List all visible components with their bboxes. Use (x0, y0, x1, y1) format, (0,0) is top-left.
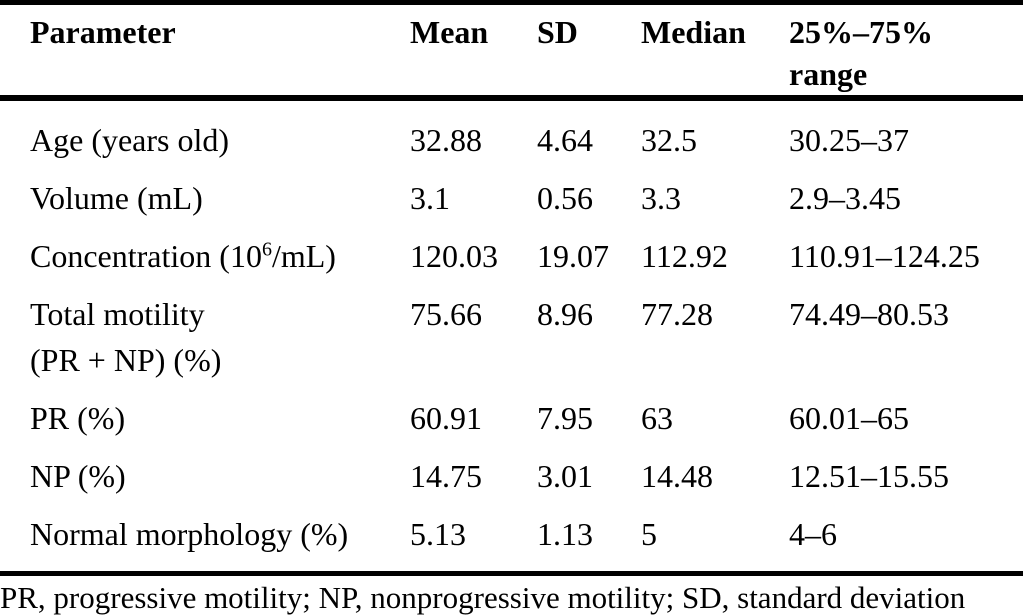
range-cell: 60.01–65 (789, 400, 909, 436)
mean-cell: 5.13 (410, 516, 466, 552)
superscript-exponent: 6 (261, 238, 272, 261)
mean-cell: 32.88 (410, 122, 482, 158)
table-header-row: Parameter Mean SD Median 25%–75% range (0, 5, 1023, 101)
parameter-cell: Volume (mL) (30, 180, 203, 216)
parameter-cell: Total motility (PR + NP) (%) (0, 285, 410, 383)
parameter-cell: Normal morphology (%) (30, 516, 349, 552)
table-row-concentration: Concentration (106/mL) 120.03 19.07 112.… (0, 227, 1023, 285)
table-footnote: PR, progressive motility; NP, nonprogres… (0, 571, 1023, 616)
sd-cell: 8.96 (537, 296, 593, 332)
mean-cell: 120.03 (410, 238, 498, 274)
header-range-line1: 25%–75% (789, 14, 933, 50)
parameter-cell: PR (%) (30, 400, 126, 436)
parameter-cell: Age (years old) (30, 122, 230, 158)
table-row-pr: PR (%) 60.91 7.95 63 60.01–65 (0, 389, 1023, 447)
parameter-cell: Concentration (106/mL) (0, 227, 410, 285)
sd-cell: 19.07 (537, 238, 609, 274)
median-cell: 63 (641, 400, 673, 436)
mean-cell: 75.66 (410, 296, 482, 332)
median-cell: 3.3 (641, 180, 681, 216)
sd-cell: 7.95 (537, 400, 593, 436)
mean-cell: 60.91 (410, 400, 482, 436)
table-row-normal-morphology: Normal morphology (%) 5.13 1.13 5 4–6 (0, 505, 1023, 563)
mean-cell: 3.1 (410, 180, 450, 216)
range-cell: 74.49–80.53 (789, 296, 949, 332)
median-cell: 112.92 (641, 238, 728, 274)
mean-cell: 14.75 (410, 458, 482, 494)
table-row-age: Age (years old) 32.88 4.64 32.5 30.25–37 (0, 111, 1023, 169)
range-cell: 12.51–15.55 (789, 458, 949, 494)
median-cell: 5 (641, 516, 657, 552)
range-cell: 4–6 (789, 516, 837, 552)
range-cell: 110.91–124.25 (789, 238, 980, 274)
table-row-total-motility: Total motility (PR + NP) (%) 75.66 8.96 … (0, 285, 1023, 389)
median-cell: 32.5 (641, 122, 697, 158)
header-median: Median (641, 14, 746, 50)
range-cell: 2.9–3.45 (789, 180, 901, 216)
header-mean: Mean (410, 14, 489, 50)
header-range: 25%–75% range (789, 11, 1023, 95)
parameter-text: /mL) (271, 238, 336, 274)
parameter-cell: NP (%) (30, 458, 126, 494)
parameter-text: Concentration (10 (30, 238, 262, 274)
header-range-line2: range (789, 56, 868, 92)
header-sd: SD (537, 14, 578, 50)
table-row-np: NP (%) 14.75 3.01 14.48 12.51–15.55 (0, 447, 1023, 505)
sd-cell: 3.01 (537, 458, 593, 494)
median-cell: 14.48 (641, 458, 713, 494)
median-cell: 77.28 (641, 296, 713, 332)
table-body: Age (years old) 32.88 4.64 32.5 30.25–37… (0, 101, 1023, 571)
table-row-volume: Volume (mL) 3.1 0.56 3.3 2.9–3.45 (0, 169, 1023, 227)
parameter-line2: (PR + NP) (%) (30, 342, 222, 378)
sd-cell: 1.13 (537, 516, 593, 552)
range-cell: 30.25–37 (789, 122, 909, 158)
sd-cell: 4.64 (537, 122, 593, 158)
parameter-line1: Total motility (30, 296, 205, 332)
sd-cell: 0.56 (537, 180, 593, 216)
header-parameter: Parameter (30, 14, 176, 50)
